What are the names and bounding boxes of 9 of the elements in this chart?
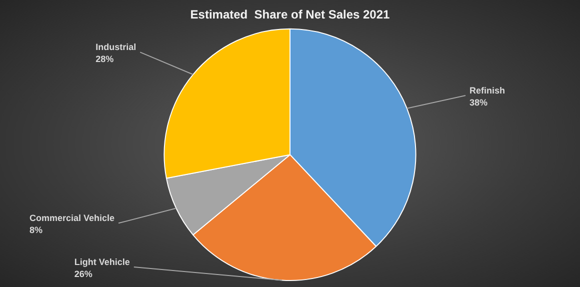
data-label: 28% (96, 54, 114, 64)
slice-label: Commercial Vehicle (29, 213, 115, 224)
data-label: 26% (74, 269, 92, 279)
data-label: 8% (29, 225, 42, 236)
slice-label: Industrial (96, 42, 136, 52)
data-label: 38% (470, 98, 488, 108)
chart-title: Estimated Share of Net Sales 2021 (190, 8, 390, 22)
slice-label: Refinish (470, 86, 506, 96)
slice-label: Light Vehicle (74, 257, 130, 267)
